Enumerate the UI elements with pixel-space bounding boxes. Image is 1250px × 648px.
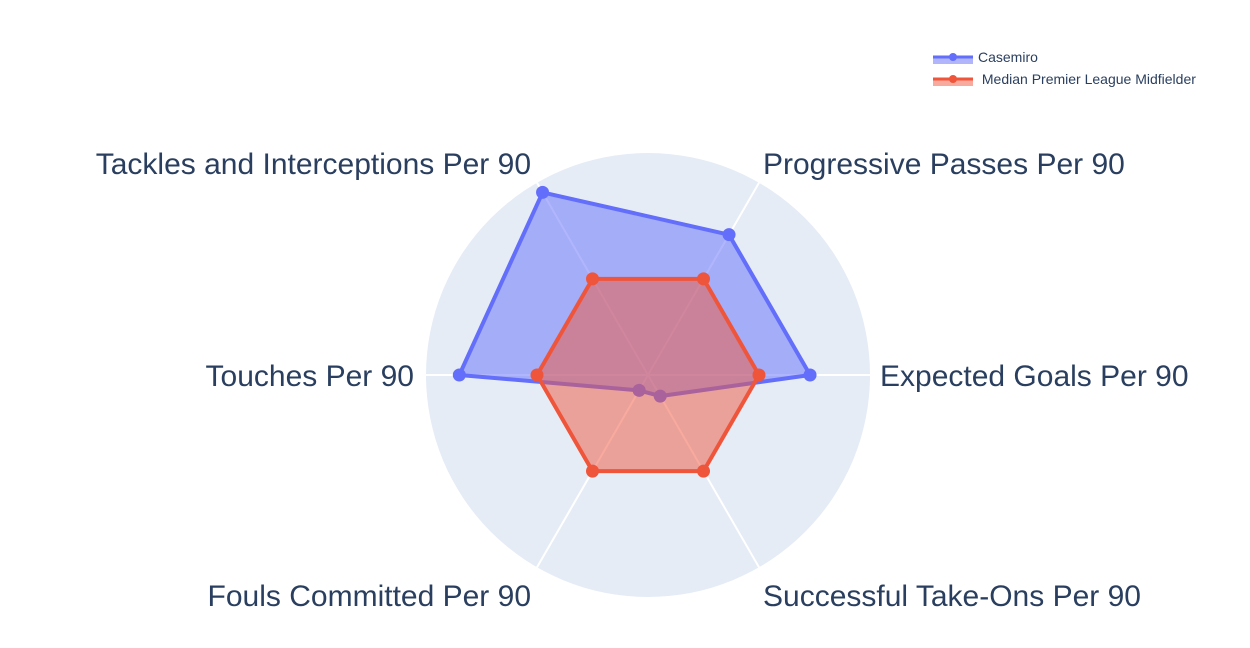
data-point-median-premier-league-midfielder-successful-take-ons-per-90[interactable]: [697, 464, 710, 478]
series-median-premier-league-midfielder: [530, 272, 766, 478]
data-point-median-premier-league-midfielder-progressive-passes-per-90[interactable]: [697, 272, 710, 286]
axis-label-touches-per-90: Touches Per 90: [206, 360, 414, 393]
legend-item-median-premier-league-midfielder[interactable]: Median Premier League Midfielder: [933, 71, 1196, 87]
axis-label-tackles-and-interceptions-per-90: Tackles and Interceptions Per 90: [96, 148, 531, 181]
data-point-median-premier-league-midfielder-touches-per-90[interactable]: [530, 368, 544, 382]
axis-label-progressive-passes-per-90: Progressive Passes Per 90: [763, 148, 1125, 181]
legend-item-casemiro[interactable]: Casemiro: [933, 49, 1038, 65]
legend-label: Casemiro: [978, 49, 1038, 65]
data-point-median-premier-league-midfielder-tackles-and-interceptions-per-90[interactable]: [586, 272, 599, 286]
axis-label-fouls-committed-per-90: Fouls Committed Per 90: [208, 580, 531, 613]
axis-labels: Expected Goals Per 90 Progressive Passes …: [96, 148, 1189, 613]
legend-marker: [949, 75, 957, 83]
data-point-casemiro-tackles-and-interceptions-per-90[interactable]: [536, 185, 550, 199]
data-point-median-premier-league-midfielder-fouls-committed-per-90[interactable]: [586, 464, 599, 478]
legend-label: Median Premier League Midfielder: [978, 71, 1196, 87]
series-layer: [452, 185, 817, 478]
data-point-casemiro-touches-per-90[interactable]: [452, 368, 466, 382]
legend[interactable]: Casemiro Median Premier League Midfielde…: [933, 49, 1196, 87]
data-point-median-premier-league-midfielder-expected-goals-per-90[interactable]: [752, 368, 766, 382]
axis-label-expected-goals-per-90: Expected Goals Per 90: [880, 360, 1189, 393]
data-point-casemiro-progressive-passes-per-90[interactable]: [722, 228, 736, 242]
data-point-casemiro-expected-goals-per-90[interactable]: [803, 368, 817, 382]
legend-marker: [949, 53, 957, 61]
axis-label-successful-take-ons-per-90: Successful Take-Ons Per 90: [763, 580, 1141, 613]
